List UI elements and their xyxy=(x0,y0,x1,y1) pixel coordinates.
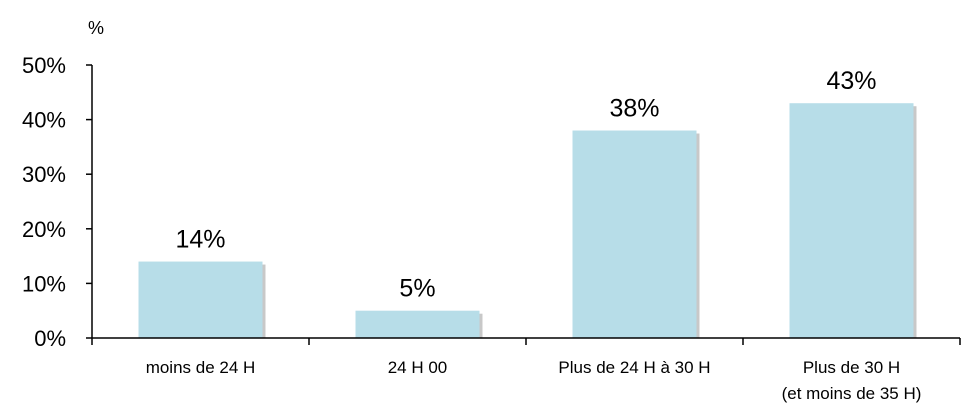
data-label-2: 5% xyxy=(399,275,435,303)
y-tick-label: 40% xyxy=(22,108,66,133)
bar-1 xyxy=(138,261,263,338)
category-label-1: moins de 24 H xyxy=(146,358,256,377)
category-label-3: Plus de 24 H à 30 H xyxy=(558,358,710,377)
y-tick-label: 0% xyxy=(34,326,66,351)
bars-layer xyxy=(138,103,917,338)
category-label-2: 24 H 00 xyxy=(388,358,448,377)
bar-4 xyxy=(789,103,914,338)
labels-layer: 14% moins de 24 H 5% 24 H 00 38% Plus de 24 H… xyxy=(22,53,921,403)
y-tick-label: 30% xyxy=(22,162,66,187)
y-unit-label: % xyxy=(88,18,104,38)
bar-2 xyxy=(355,310,480,338)
y-tick-label: 10% xyxy=(22,271,66,296)
y-tick-label: 20% xyxy=(22,217,66,242)
data-label-1: 14% xyxy=(175,226,225,254)
data-label-3: 38% xyxy=(609,95,659,123)
category-label-4: Plus de 30 H (et moins de 35 H) xyxy=(782,358,922,403)
y-tick-label: 50% xyxy=(22,53,66,78)
bar-3 xyxy=(572,130,697,338)
data-label-4: 43% xyxy=(826,67,876,95)
axes-layer xyxy=(86,64,961,345)
